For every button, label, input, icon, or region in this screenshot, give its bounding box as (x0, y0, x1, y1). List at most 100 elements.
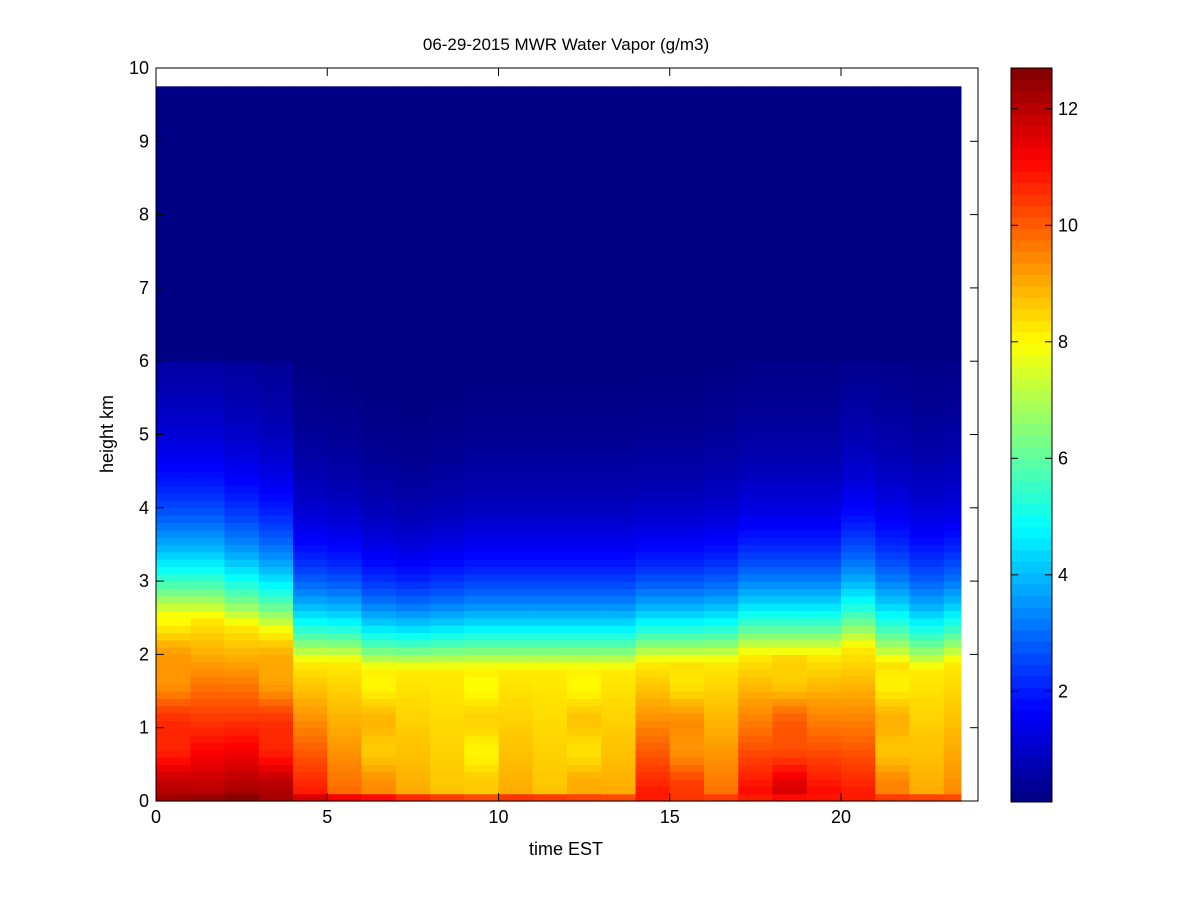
heat-cell (464, 654, 500, 663)
heat-cell (806, 500, 842, 509)
heat-cell (224, 375, 260, 384)
heat-cell (704, 676, 739, 685)
heat-cell (635, 405, 671, 414)
heat-cell (395, 654, 431, 663)
heat-cell (738, 397, 774, 406)
heat-cell (430, 676, 465, 685)
heat-cell (669, 588, 705, 597)
heat-cell (601, 493, 637, 502)
heat-cell (532, 397, 568, 406)
heat-cell (258, 515, 294, 524)
heat-cell (635, 742, 671, 751)
heat-cell (567, 361, 602, 370)
heat-cell (875, 544, 911, 553)
heat-cell (430, 537, 465, 546)
heat-cell (395, 507, 431, 516)
heat-cell (190, 507, 226, 516)
heat-cell (498, 749, 534, 758)
heat-cell (156, 566, 191, 575)
colorbar-segment (1011, 68, 1052, 80)
heat-cell (704, 500, 739, 509)
heat-cell (156, 368, 191, 377)
heat-cell (464, 610, 500, 619)
heat-cell (738, 588, 774, 597)
heat-cell (532, 368, 568, 377)
heat-cell (293, 786, 328, 795)
heat-cell (806, 603, 842, 612)
heat-cell (772, 397, 808, 406)
colorbar-segment (1011, 584, 1052, 597)
heat-cell (190, 764, 226, 773)
heat-cell (498, 588, 534, 597)
heat-cell (293, 771, 328, 780)
heat-cell (601, 522, 637, 531)
x-axis-label: time EST (529, 839, 603, 859)
heat-cell (395, 705, 431, 714)
heat-cell (430, 610, 465, 619)
colorbar-segment (1011, 779, 1052, 792)
heat-cell (498, 537, 534, 546)
heat-cell (361, 705, 397, 714)
heat-cell (190, 610, 226, 619)
colorbar-segment (1011, 217, 1052, 230)
heat-cell (567, 397, 602, 406)
colorbar-segment (1011, 308, 1052, 321)
heat-cell (943, 361, 962, 370)
heat-cell (361, 588, 397, 597)
heat-cell (327, 786, 363, 795)
heat-cell (943, 405, 962, 414)
heat-cell (293, 361, 328, 370)
heat-cell (567, 720, 602, 729)
heat-cell (361, 573, 397, 582)
heat-cell (738, 434, 774, 443)
heat-cell (395, 639, 431, 648)
heat-cell (567, 573, 602, 582)
heat-cell (943, 441, 962, 450)
heat-cell (704, 786, 739, 795)
heat-cell (190, 361, 226, 370)
heat-cell (361, 559, 397, 568)
heat-cell (498, 683, 534, 692)
heat-cell (943, 478, 962, 487)
colorbar-segment (1011, 721, 1052, 734)
heat-cell (156, 749, 191, 758)
heat-cell (156, 478, 191, 487)
heat-cell (704, 537, 739, 546)
heat-cell (430, 757, 465, 765)
heat-cell (738, 361, 774, 370)
heat-cell (943, 625, 962, 634)
heat-cell (772, 669, 808, 677)
heat-cell (875, 617, 911, 626)
heat-cell (772, 361, 808, 370)
heat-cell (772, 603, 808, 612)
heat-cell (395, 500, 431, 509)
heat-cell (395, 713, 431, 721)
heat-cell (258, 427, 294, 436)
heat-cell (943, 456, 962, 465)
heat-cell (224, 771, 260, 780)
heat-cell (567, 603, 602, 612)
heat-cell (156, 669, 191, 677)
heat-cell (532, 757, 568, 765)
heat-cell (841, 522, 876, 531)
colorbar-segment (1011, 790, 1052, 803)
heat-cell (841, 500, 876, 509)
heat-cell (772, 595, 808, 604)
heat-cell (395, 588, 431, 597)
heat-cell (361, 551, 397, 560)
heat-cell (841, 434, 876, 443)
heat-cell (669, 771, 705, 780)
heat-cell (464, 485, 500, 494)
heat-cell (430, 749, 465, 758)
heat-cell (806, 551, 842, 560)
colorbar-segment (1011, 412, 1052, 425)
heat-cell (635, 654, 671, 663)
heat-cell (156, 559, 191, 568)
heat-cell (567, 537, 602, 546)
heat-cell (190, 529, 226, 538)
heat-cell (704, 603, 739, 612)
heat-cell (395, 764, 431, 773)
heat-cell (567, 478, 602, 487)
heat-cell (464, 412, 500, 421)
heat-cell (704, 683, 739, 692)
